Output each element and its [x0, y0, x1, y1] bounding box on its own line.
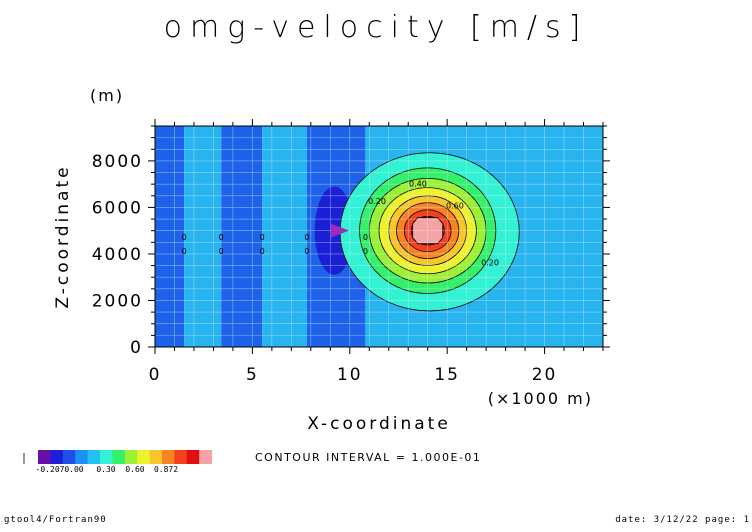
footer-date-page: date: 3/12/22 page: 1	[615, 515, 750, 525]
contour-label: 0	[363, 233, 368, 242]
colorbar-swatch	[75, 450, 89, 464]
contour-interval-text: CONTOUR INTERVAL = 1.000E-01	[255, 451, 482, 464]
contour-label: 0	[182, 247, 187, 256]
x-tick-label: 0	[149, 365, 162, 385]
colorbar-swatch	[137, 450, 151, 464]
colorbar-label: 0.872	[154, 465, 178, 474]
x-tick-label: 20	[532, 365, 558, 385]
x-tick-label: 10	[337, 365, 363, 385]
z-tick-label: 0	[130, 338, 143, 358]
field-marker	[331, 223, 350, 238]
colorbar-swatch	[100, 450, 113, 464]
field-band-3	[262, 126, 307, 347]
contour-label: 0	[182, 233, 187, 242]
colorbar-label: 0.00	[64, 465, 83, 474]
x-axis-label: X-coordinate	[307, 414, 451, 434]
contour-label: 0	[363, 247, 368, 256]
contour-label: 0	[260, 247, 265, 256]
z-tick-label: 4000	[92, 245, 143, 265]
z-tick-label: 6000	[92, 198, 143, 218]
plot-frame	[154, 125, 604, 348]
contour-label: 0.20	[481, 259, 499, 268]
contour-label: 0.20	[368, 197, 386, 206]
colorbar-swatch	[124, 450, 138, 464]
grid	[155, 126, 603, 347]
field-band-0	[155, 126, 185, 347]
contour-label: 0	[219, 247, 224, 256]
colorbar-swatch	[50, 450, 64, 464]
colorbar-swatch	[186, 450, 200, 464]
x-tick-label: 5	[246, 365, 259, 385]
footer-software: gtool4/Fortran90	[4, 515, 107, 525]
contour-label: 0	[219, 233, 224, 242]
colorbar-swatch	[87, 450, 101, 464]
colorbar-label: 0.60	[125, 465, 144, 474]
contour-label: 0	[304, 247, 309, 256]
field-band-1	[184, 126, 222, 347]
contour-label: 0	[304, 233, 309, 242]
colorbar-label: 0.30	[96, 465, 115, 474]
field-band-2	[221, 126, 263, 347]
y-unit-label: (m)	[90, 86, 124, 105]
chart-title: omg-velocity [m/s]	[163, 10, 589, 45]
colorbar-swatch	[149, 450, 163, 464]
colorbar-swatch	[162, 450, 175, 464]
y-axis-label: Z-coordinate	[53, 164, 73, 308]
colorbar-swatch	[38, 450, 51, 464]
colorbar-label: -0.207	[36, 465, 65, 474]
z-tick-label: 2000	[92, 291, 143, 311]
contour-label: 0.40	[409, 179, 427, 188]
z-tick-label: 8000	[92, 152, 143, 172]
x-unit-label: (×1000 m)	[488, 389, 593, 408]
colorbar-swatch	[112, 450, 126, 464]
contour-label: 0.60	[446, 202, 464, 211]
plot-area	[155, 126, 603, 347]
x-tick-label: 15	[434, 365, 460, 385]
contour-label: 0	[260, 233, 265, 242]
colorbar-swatch	[199, 450, 213, 464]
colorbar-swatch	[174, 450, 188, 464]
colorbar-swatch	[62, 450, 76, 464]
